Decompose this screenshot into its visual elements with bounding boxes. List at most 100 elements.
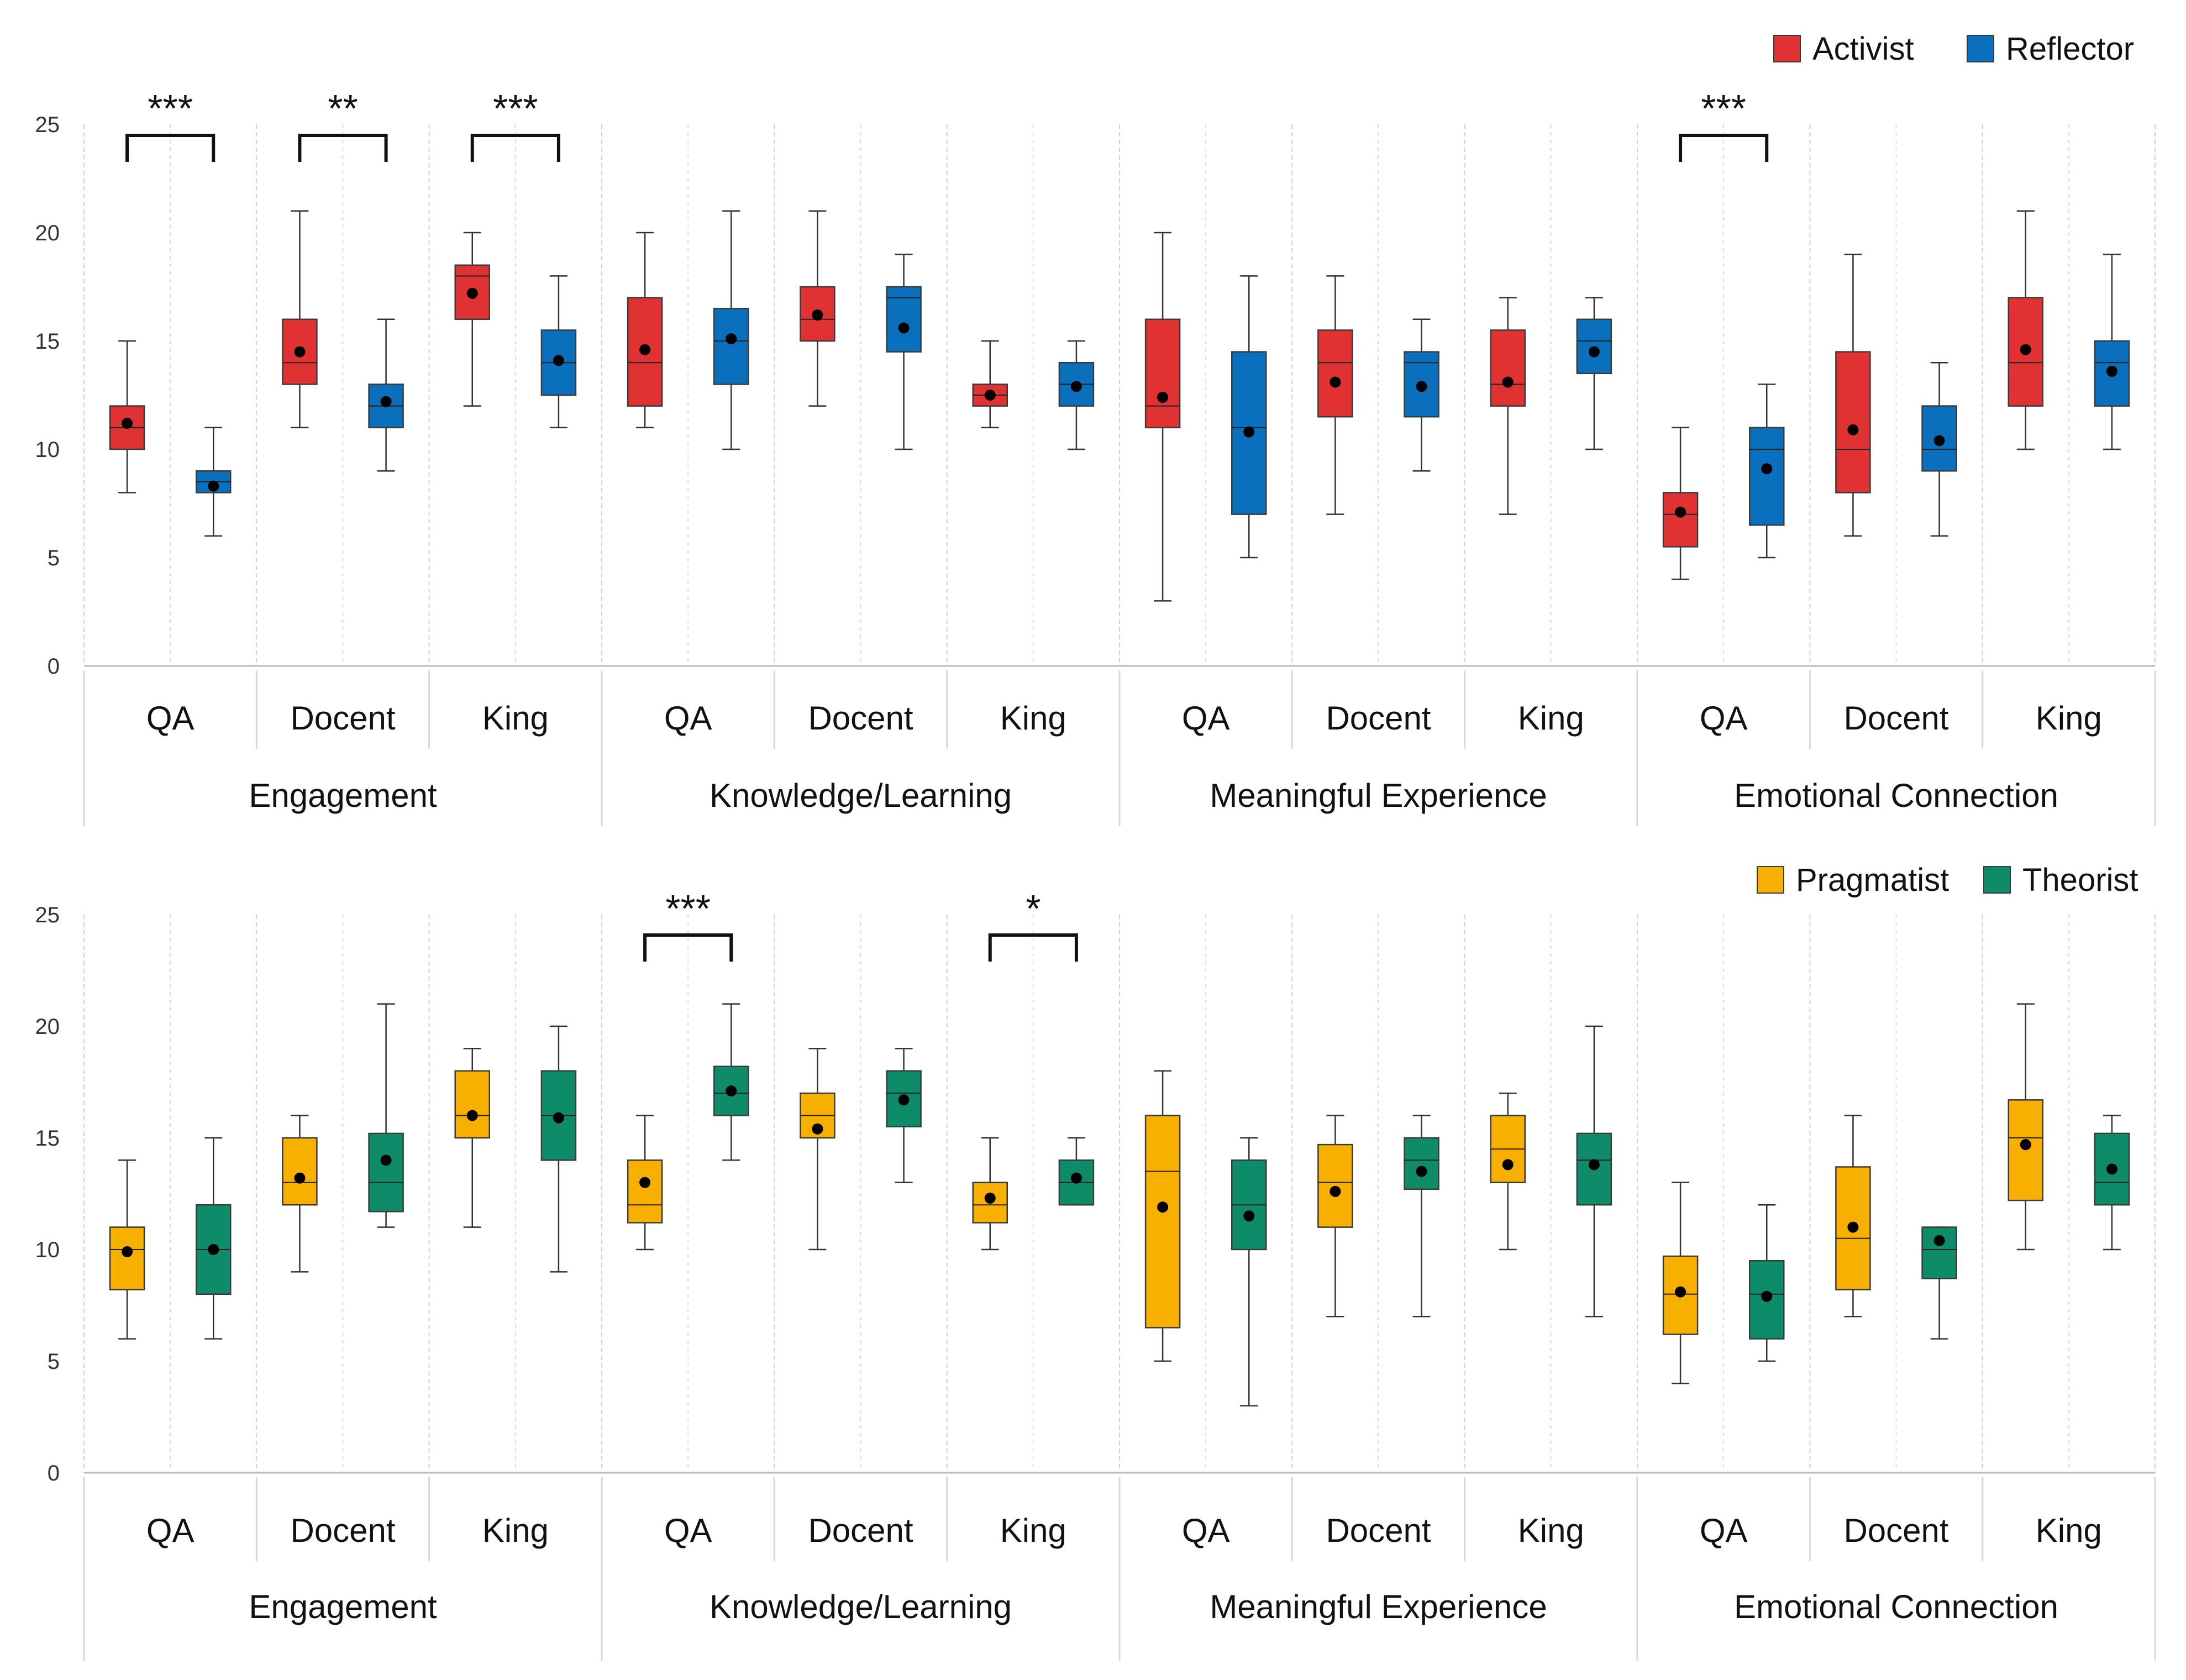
y-tick-label: 0	[48, 654, 60, 679]
mean-dot	[1847, 1221, 1859, 1233]
mean-dot	[1588, 1159, 1600, 1170]
box-iqr	[109, 1226, 145, 1290]
box-theorist-8	[1576, 1025, 1612, 1317]
box-iqr	[2008, 1099, 2043, 1201]
box-iqr	[1921, 1226, 1957, 1279]
box-reflector-7	[1404, 318, 1439, 472]
box-pragmatist-11	[2008, 1003, 2043, 1251]
mean-dot	[2106, 365, 2117, 377]
category-label: King	[482, 1512, 549, 1549]
box-iqr	[1144, 318, 1181, 429]
category-label: King	[2036, 1512, 2102, 1549]
legend-swatch-pragmatist	[1757, 866, 1784, 894]
mean-dot	[898, 322, 910, 334]
box-iqr	[1490, 329, 1526, 407]
mean-dot	[294, 1172, 306, 1184]
top-panel: 0 5 10 15 20 25 QA Docent King QA Docent King QA Doce…	[35, 31, 2156, 826]
y-tick-label: 5	[48, 1350, 60, 1374]
box-pragmatist-3	[627, 1115, 663, 1251]
category-label: QA	[664, 700, 712, 737]
box-iqr	[886, 286, 922, 353]
mean-dot	[380, 396, 392, 407]
mean-dot	[812, 1123, 823, 1135]
category-label: King	[1000, 1512, 1066, 1549]
box-activist-0	[109, 340, 145, 494]
mean-dot	[1761, 1290, 1773, 1302]
box-iqr	[713, 307, 749, 385]
box-theorist-4	[886, 1048, 922, 1184]
significance-bracket	[643, 933, 733, 962]
box-pragmatist-8	[1490, 1092, 1526, 1251]
y-tick-label: 15	[35, 329, 60, 354]
category-label: King	[2036, 700, 2102, 737]
box-activist-3	[627, 232, 663, 429]
group-label: Meaningful Experience	[1210, 777, 1547, 814]
box-theorist-9	[1749, 1204, 1785, 1362]
mean-dot	[726, 1085, 737, 1097]
box-pragmatist-7	[1317, 1115, 1353, 1317]
box-iqr	[627, 1159, 663, 1224]
legend-label: Activist	[1812, 31, 1914, 67]
box-activist-10	[1835, 253, 1871, 537]
box-iqr	[1576, 318, 1612, 375]
box-reflector-8	[1576, 297, 1612, 450]
category-label: Docent	[1326, 1512, 1431, 1549]
mean-dot	[1243, 1210, 1255, 1222]
box-activist-5	[972, 340, 1008, 429]
box-reflector-1	[368, 318, 404, 472]
mean-dot	[1070, 381, 1082, 392]
mean-dot	[1933, 1235, 1945, 1246]
significance-bracket	[298, 134, 388, 162]
box-activist-6	[1144, 232, 1181, 602]
box-reflector-5	[1058, 340, 1095, 450]
legend-swatch-activist	[1773, 35, 1801, 62]
significance-label: ***	[493, 87, 538, 130]
mean-dot	[984, 1193, 996, 1204]
mean-dot	[1416, 381, 1427, 392]
box-reflector-2	[540, 275, 577, 429]
box-reflector-4	[886, 253, 922, 450]
y-tick-label: 0	[48, 1461, 60, 1485]
mean-dot	[2020, 344, 2031, 355]
y-tick-label: 5	[48, 546, 60, 570]
significance-label: **	[328, 87, 358, 130]
legend-label: Pragmatist	[1796, 862, 1949, 898]
group-label: Emotional Connection	[1734, 777, 2058, 814]
box-reflector-11	[2094, 253, 2130, 450]
box-theorist-7	[1404, 1115, 1439, 1317]
box-pragmatist-2	[454, 1048, 490, 1228]
category-label: QA	[1182, 1512, 1230, 1549]
mean-dot	[466, 1110, 478, 1121]
significance-label: ***	[1701, 87, 1746, 130]
box-activist-4	[800, 210, 835, 407]
box-iqr	[1144, 1115, 1181, 1329]
significance-label: ***	[148, 87, 193, 130]
mean-dot	[553, 1112, 564, 1124]
box-pragmatist-9	[1662, 1182, 1699, 1384]
category-label: QA	[146, 700, 195, 737]
y-tick-label: 10	[35, 438, 60, 462]
mean-dot	[1157, 1201, 1169, 1213]
significance-bracket	[988, 933, 1078, 962]
mean-dot	[2106, 1163, 2117, 1175]
group-label: Engagement	[249, 777, 437, 814]
significance-bracket	[125, 134, 216, 162]
box-iqr	[454, 1070, 490, 1139]
mean-dot	[1070, 1172, 1082, 1184]
mean-dot	[122, 1246, 133, 1258]
category-label: Docent	[1843, 700, 1948, 737]
mean-dot	[898, 1094, 910, 1106]
category-label: QA	[146, 1512, 195, 1549]
box-theorist-10	[1921, 1226, 1957, 1340]
box-iqr	[1662, 492, 1699, 548]
box-theorist-0	[196, 1137, 232, 1340]
box-iqr	[1749, 427, 1785, 526]
box-theorist-5	[1058, 1137, 1095, 1206]
mean-dot	[208, 1244, 219, 1255]
legend-swatch-reflector	[1967, 35, 1994, 62]
mean-dot	[1416, 1166, 1427, 1177]
box-pragmatist-0	[109, 1159, 145, 1340]
mean-dot	[553, 355, 564, 366]
category-label: Docent	[290, 1512, 395, 1549]
mean-dot	[639, 1177, 651, 1188]
